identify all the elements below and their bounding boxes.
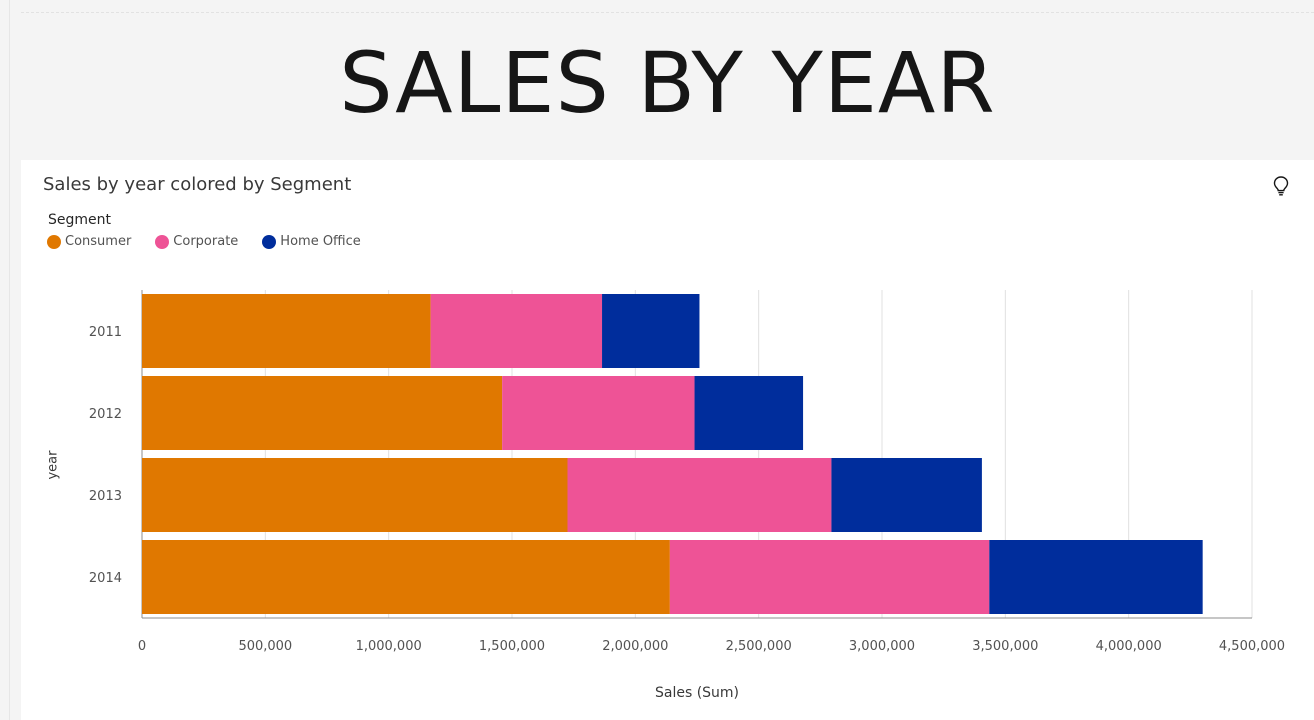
x-tick-label: 4,500,000 (1219, 639, 1285, 654)
x-tick-label: 2,500,000 (726, 639, 792, 654)
bar-consumer-2013[interactable] (142, 458, 568, 532)
bar-home-office-2011[interactable] (602, 294, 700, 368)
legend-label-corporate: Corporate (173, 234, 239, 249)
legend-item-corporate[interactable]: Corporate (155, 234, 238, 249)
x-tick-label: 4,000,000 (1096, 639, 1162, 654)
legend-swatch-consumer (47, 234, 61, 249)
x-tick-label: 0 (138, 639, 146, 654)
left-panel-edge (0, 0, 10, 720)
bar-corporate-2011[interactable] (430, 294, 603, 368)
legend-label-home-office: Home Office (280, 234, 361, 249)
y-tick-label: 2011 (89, 325, 122, 340)
x-tick-label: 1,000,000 (356, 639, 422, 654)
lightbulb-icon[interactable] (1271, 175, 1291, 197)
legend-label-consumer: Consumer (65, 234, 132, 249)
bar-consumer-2014[interactable] (142, 540, 670, 614)
bar-corporate-2014[interactable] (669, 540, 990, 614)
x-axis-title: Sales (Sum) (654, 685, 740, 701)
legend-item-consumer[interactable]: Consumer (47, 234, 131, 249)
bar-corporate-2012[interactable] (502, 376, 695, 450)
legend: Consumer Corporate Home Office (47, 234, 361, 249)
legend-swatch-home-office (262, 234, 277, 249)
x-tick-label: 2,000,000 (602, 639, 668, 654)
bar-chart: 0 500,000 1,000,000 1,500,000 2,000,000 2,500… (89, 290, 1285, 654)
title-panel: SALES BY YEAR (21, 12, 1314, 160)
y-tick-label: 2012 (89, 407, 122, 422)
legend-swatch-corporate (155, 234, 170, 249)
widget-title: Sales by year colored by Segment (43, 174, 352, 195)
chart-widget[interactable]: Sales by year colored by Segment Segment… (21, 160, 1314, 720)
bar-consumer-2011[interactable] (142, 294, 431, 368)
x-tick-label: 3,000,000 (849, 639, 915, 654)
bar-corporate-2013[interactable] (567, 458, 832, 532)
y-tick-label: 2013 (89, 489, 122, 504)
legend-item-home-office[interactable]: Home Office (262, 234, 361, 249)
bar-home-office-2012[interactable] (694, 376, 804, 450)
bar-home-office-2013[interactable] (831, 458, 982, 532)
y-tick-label: 2014 (89, 571, 122, 586)
legend-title: Segment (48, 212, 111, 228)
bar-home-office-2014[interactable] (989, 540, 1203, 614)
bar-consumer-2012[interactable] (142, 376, 503, 450)
page-title: SALES BY YEAR (339, 33, 996, 132)
x-tick-label: 1,500,000 (479, 639, 545, 654)
x-tick-label: 500,000 (238, 639, 292, 654)
x-tick-label: 3,500,000 (972, 639, 1038, 654)
